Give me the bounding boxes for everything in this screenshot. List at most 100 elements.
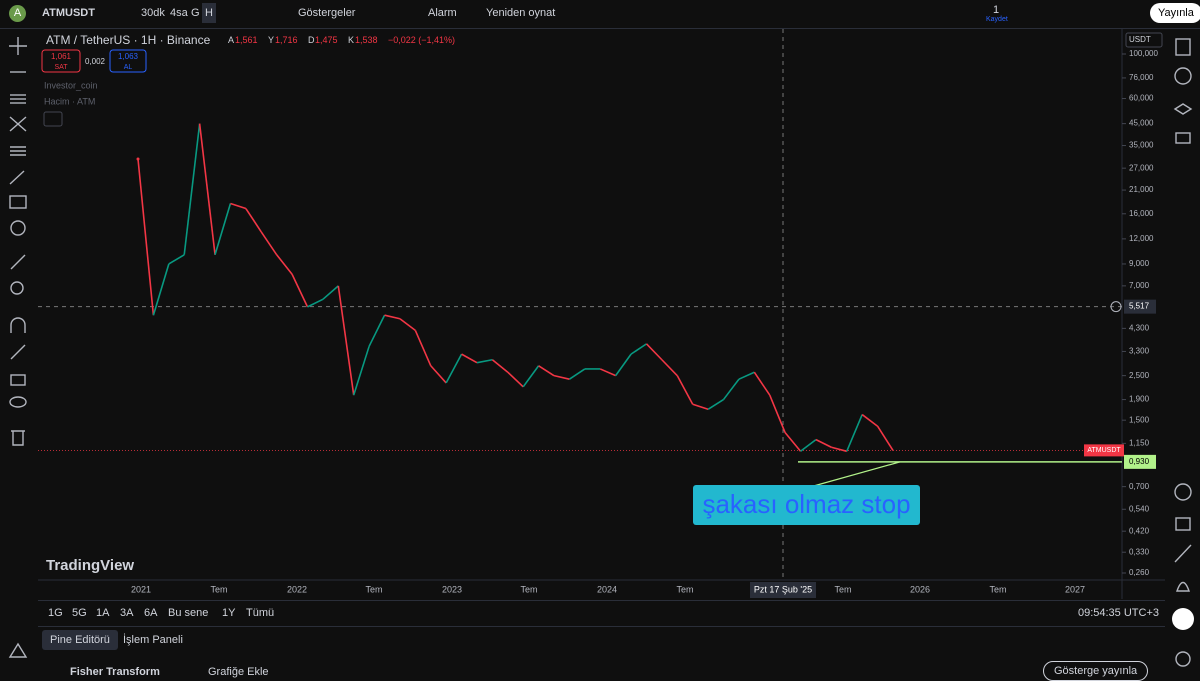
- price-segment: [815, 438, 832, 448]
- price-segment: [861, 413, 879, 427]
- save-count[interactable]: 1: [993, 4, 1000, 16]
- interval[interactable]: 30dk: [141, 7, 165, 19]
- chart: USDT ATM / TetherUS · 1H · Binance Tradi…: [38, 29, 1165, 599]
- last-price-label: ATMUSDT: [1087, 447, 1121, 454]
- ohlc-key: D: [308, 35, 315, 45]
- range-button[interactable]: 1G: [48, 607, 63, 619]
- annotation[interactable]: şakası olmaz stop: [693, 485, 920, 525]
- x-tick-label: 2023: [442, 584, 462, 594]
- price-segment: [568, 368, 586, 380]
- buy-button[interactable]: [109, 49, 147, 73]
- price-segment: [630, 343, 647, 355]
- publish-button[interactable]: Yayınla: [1150, 3, 1200, 23]
- y-tick-label: 45,000: [1129, 119, 1154, 128]
- x-tick-label: 2026: [910, 584, 930, 594]
- sell-price[interactable]: 1,061: [51, 52, 72, 61]
- x-tick-label: Tem: [365, 584, 382, 594]
- tab[interactable]: İşlem Paneli: [123, 634, 183, 646]
- price-segment: [384, 314, 401, 320]
- price-segment: [645, 343, 663, 361]
- price-segment: [461, 353, 478, 364]
- add-alert[interactable]: [1110, 301, 1122, 313]
- range-button[interactable]: Tümü: [246, 607, 275, 619]
- price-segment: [168, 254, 185, 265]
- y-tick-label: 1,150: [1129, 438, 1150, 447]
- price-segment: [784, 432, 802, 452]
- crosshair-date: Pzt 17 Şub '25: [754, 584, 812, 594]
- x-tick-label: Tem: [834, 584, 851, 594]
- add-to-chart[interactable]: Grafiğe Ekle: [208, 666, 269, 678]
- price-segment: [722, 378, 740, 401]
- y-tick-label: 7,000: [1129, 281, 1150, 290]
- price-segment: [445, 353, 463, 384]
- last-price-box: [1084, 444, 1124, 457]
- tab[interactable]: Pine Editörü: [42, 630, 118, 650]
- currency[interactable]: USDT: [1129, 35, 1151, 44]
- y-tick-label: 1,900: [1129, 395, 1150, 404]
- price-segment: [414, 330, 432, 367]
- currency-box[interactable]: [1125, 32, 1163, 48]
- range-button[interactable]: 3A: [120, 607, 134, 619]
- collapse-button[interactable]: [43, 111, 63, 127]
- x-tick-label: 2027: [1065, 584, 1085, 594]
- range-button[interactable]: 5G: [72, 607, 87, 619]
- buy-price[interactable]: 1,063: [118, 52, 139, 61]
- price-segment: [738, 371, 755, 380]
- price-segment: [707, 398, 724, 410]
- top-toolbar: A ATMUSDT 30dk 4sa G H Göstergeler Alarm…: [0, 0, 1200, 29]
- y-tick-label: 12,000: [1129, 234, 1154, 243]
- sell-button[interactable]: [41, 49, 81, 73]
- indicator-legend[interactable]: Investor_coin: [44, 80, 98, 90]
- y-tick-label: 9,000: [1129, 259, 1150, 268]
- replay-button[interactable]: Yeniden oynat: [486, 7, 556, 19]
- sidebar-icons[interactable]: [1172, 38, 1194, 667]
- indicators-button[interactable]: Göstergeler: [298, 7, 356, 19]
- indicator-legend[interactable]: Hacim · ATM: [44, 96, 95, 106]
- interval[interactable]: G: [191, 7, 200, 19]
- price-segment: [538, 365, 555, 377]
- ohlc-value: 1,716: [275, 35, 298, 45]
- x-tick-label: Tem: [520, 584, 537, 594]
- left-toolbar: [8, 37, 28, 658]
- price-segment: [368, 314, 386, 347]
- x-tick-label: 2022: [287, 584, 307, 594]
- publish-indicator[interactable]: Gösterge yayınla: [1043, 661, 1149, 681]
- avatar[interactable]: A: [9, 5, 26, 22]
- price-segment: [831, 446, 847, 453]
- crosshair-price-box: [1124, 299, 1156, 314]
- script-name[interactable]: Fisher Transform: [70, 666, 160, 678]
- stop-price-box: [1124, 454, 1156, 469]
- crosshair-date-box: [750, 582, 816, 598]
- interval[interactable]: 4sa: [170, 7, 188, 19]
- price-segment: [260, 231, 278, 256]
- symbol[interactable]: ATMUSDT: [42, 7, 95, 19]
- sell-label[interactable]: SAT: [54, 64, 68, 71]
- buy-label[interactable]: AL: [124, 64, 133, 71]
- price-segment: [768, 394, 786, 433]
- legend-title: ATM / TetherUS · 1H · Binance: [46, 33, 211, 47]
- tool-icons[interactable]: [8, 37, 28, 658]
- ohlc-key: A: [228, 35, 235, 45]
- range-button[interactable]: 1Y: [222, 607, 236, 619]
- range-button[interactable]: 6A: [144, 607, 158, 619]
- stop-price: 0,930: [1129, 457, 1150, 466]
- interval[interactable]: H: [202, 3, 216, 23]
- price-segment: [198, 123, 216, 255]
- y-tick-label: 27,000: [1129, 163, 1154, 172]
- save-label[interactable]: Kaydet: [986, 16, 1008, 23]
- price-segment: [337, 285, 355, 396]
- range-button[interactable]: Bu sene: [168, 607, 209, 619]
- ohlc-key: Y: [268, 35, 275, 45]
- ohlc-key: K: [348, 35, 355, 45]
- y-tick-label: 0,420: [1129, 526, 1150, 535]
- y-tick-label: 100,000: [1129, 49, 1158, 58]
- range-button[interactable]: 1A: [96, 607, 110, 619]
- bottom-panel: Pine Editörü İşlem Paneli Fisher Transfo…: [38, 628, 1165, 681]
- price-segment: [800, 439, 817, 452]
- price-segment: [214, 203, 232, 256]
- alert-button[interactable]: Alarm: [428, 7, 457, 19]
- price-segment: [491, 359, 509, 373]
- price-segment: [307, 298, 324, 308]
- spread: 0,002: [85, 57, 106, 66]
